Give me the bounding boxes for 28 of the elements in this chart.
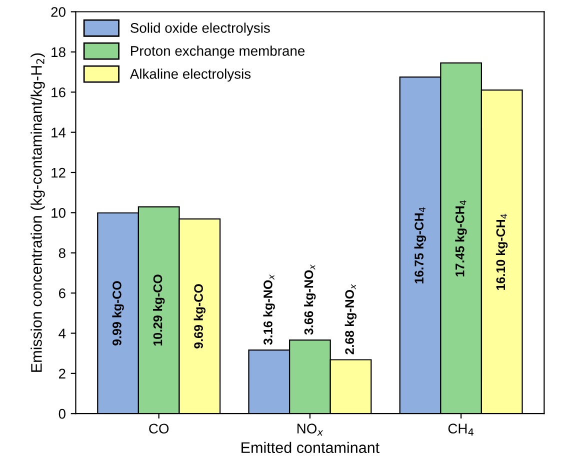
x-tick-label: CH$_{4}$ (448, 424, 474, 436)
y-tick-label: 0 (58, 408, 66, 419)
y-tick-label: 6 (58, 288, 66, 298)
y-tick-label: 4 (58, 328, 66, 338)
data-label: 9.69 kg-CO (194, 284, 206, 348)
y-tick-label: 8 (58, 248, 66, 258)
y-tick-label: 12 (52, 168, 66, 178)
data-label: 9.99 kg-CO (112, 281, 124, 346)
data-label: 16.10 kg-CH$_{4}$ (496, 214, 508, 290)
y-tick-label: 16 (52, 87, 66, 98)
x-tick-label: NO$_{x}$ (297, 424, 324, 436)
x-tick-label: CO (149, 424, 169, 434)
x-axis-title: Emitted contaminant (242, 442, 380, 454)
y-tick-label: 20 (51, 7, 66, 17)
data-label: 17.45 kg-CH$_{4}$ (455, 200, 467, 276)
data-label: 10.29 kg-CO (152, 274, 165, 346)
data-label: 16.75 kg-CH$_{4}$ (414, 207, 426, 284)
legend-label: Alkaline electrolysis (130, 68, 251, 82)
data-label: 3.16 kg-NO$_{x}$ (263, 274, 275, 345)
data-label: 2.68 kg-NO$_{x}$ (344, 284, 357, 354)
y-tick-label: 14 (52, 128, 66, 138)
data-label: 3.66 kg-NO$_{x}$ (304, 264, 316, 335)
y-axis-title: Emission concentration (kg-contaminant/kg-H$_{2}$) (30, 53, 45, 372)
legend-label: Solid oxide electrolysis (130, 22, 270, 36)
y-tick-label: 10 (52, 208, 66, 218)
legend-label: Proton exchange membrane (131, 46, 305, 59)
y-tick-label: 2 (58, 368, 66, 378)
y-tick-label: 18 (52, 47, 66, 58)
